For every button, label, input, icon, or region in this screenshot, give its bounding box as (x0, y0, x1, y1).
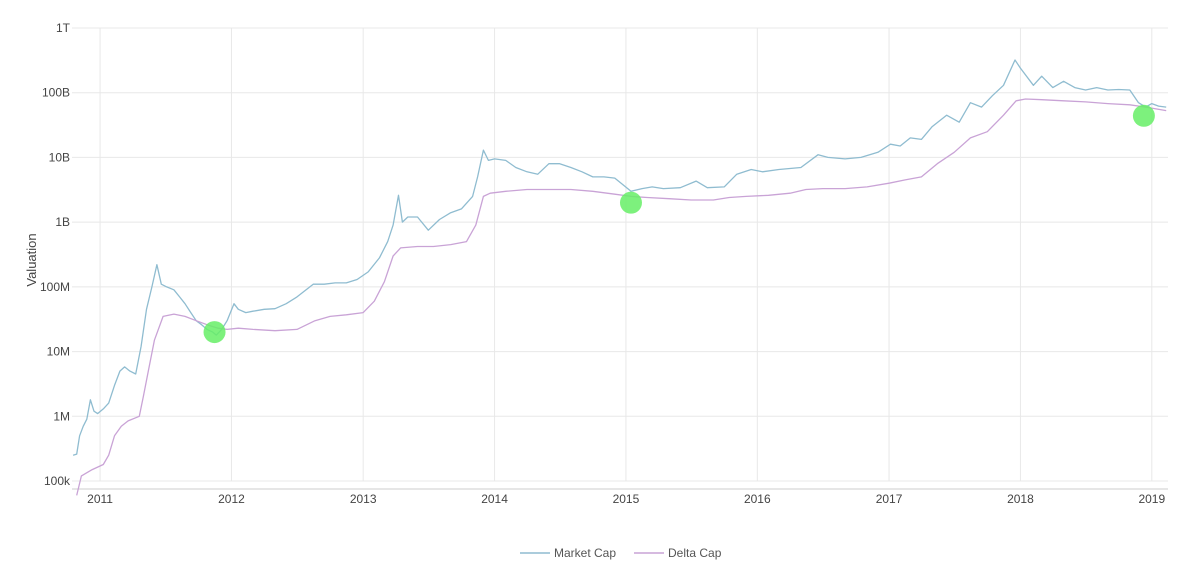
y-tick-label: 100M (40, 280, 70, 294)
x-tick-label: 2016 (744, 492, 771, 506)
x-tick-label: 2015 (613, 492, 640, 506)
y-axis-label: Valuation (24, 233, 39, 286)
y-tick-label: 100B (42, 86, 70, 100)
legend-label: Delta Cap (668, 546, 722, 560)
chart-grid (72, 27, 1168, 490)
delta-cap-line (76, 98, 1167, 496)
highlight-marker (203, 321, 226, 344)
chart-highlights (203, 104, 1155, 344)
x-tick-label: 2012 (218, 492, 245, 506)
x-tick-label: 2019 (1138, 492, 1165, 506)
market-cap-line (72, 59, 1167, 456)
chart-legend[interactable]: Market Cap Delta Cap (520, 546, 722, 560)
x-axis-ticks: 2011 2012 2013 2014 2015 2016 2017 2018 2019 (87, 492, 1165, 506)
y-tick-label: 100k (44, 474, 71, 488)
x-tick-label: 2013 (350, 492, 377, 506)
highlight-marker (619, 191, 642, 214)
legend-item-delta-cap[interactable]: Delta Cap (634, 546, 722, 560)
x-tick-label: 2017 (876, 492, 903, 506)
x-tick-label: 2018 (1007, 492, 1034, 506)
y-tick-label: 10B (49, 150, 70, 164)
y-tick-label: 1B (55, 215, 70, 229)
legend-item-market-cap[interactable]: Market Cap (520, 546, 616, 560)
chart-series (72, 59, 1167, 496)
y-axis-ticks: 100k 1M 10M 100M 1B 10B 100B 1T (40, 21, 71, 488)
legend-label: Market Cap (554, 546, 616, 560)
y-tick-label: 10M (47, 345, 70, 359)
y-tick-label: 1T (56, 21, 71, 35)
highlight-marker (1132, 104, 1155, 127)
x-tick-label: 2011 (87, 492, 113, 506)
x-tick-label: 2014 (481, 492, 508, 506)
y-tick-label: 1M (53, 409, 70, 423)
